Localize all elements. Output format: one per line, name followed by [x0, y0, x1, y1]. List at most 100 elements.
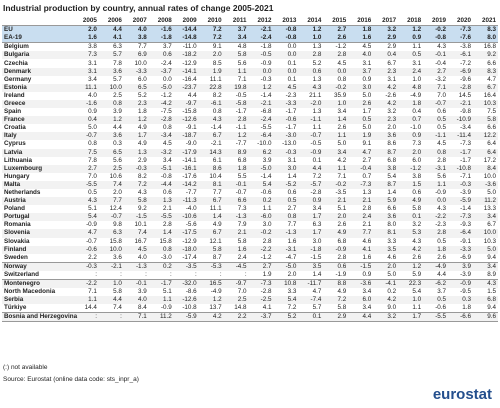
table-row: Latvia 7.5 6.5 1.3 -3.2 -17.9 14.3 8.9 6.2 -0.3 -0…	[2, 148, 498, 157]
cell: -3.7	[248, 312, 274, 323]
cell: 4.4	[298, 164, 324, 173]
row-label: Latvia	[2, 148, 74, 157]
cell: 5.1	[162, 288, 172, 296]
cell: 9.8	[113, 221, 122, 229]
cell: 7.5	[74, 148, 99, 157]
cell: 2.8	[223, 116, 249, 125]
cell: 10.3	[483, 237, 496, 245]
cell: 5.0	[362, 124, 372, 132]
cell: 2.6	[412, 253, 422, 261]
cell: -9.7	[223, 279, 249, 289]
cell: 1.1	[423, 180, 449, 189]
cell: 2.8	[437, 156, 447, 164]
cell: -1.7	[448, 148, 473, 157]
cell: 1.2	[398, 261, 424, 271]
table-row: Romania -0.9 9.8 10.1 2.8 -5.6 4.9 7.9 3.0 7.7 6.3…	[2, 221, 498, 229]
cell: -6.1	[198, 99, 224, 109]
cell: 0.8	[148, 245, 174, 254]
cell: -10.8	[448, 164, 473, 173]
cell: 0.8	[337, 75, 347, 83]
cell: 7.3	[74, 51, 99, 60]
cell: 5.7	[312, 304, 322, 312]
cell: 0.9	[362, 270, 372, 278]
cell: -18.7	[173, 132, 199, 141]
cell: -5.0	[273, 261, 299, 271]
cell: 2.5	[113, 91, 122, 99]
table-row: Poland 5.1 12.4 9.2 2.1 -4.0 11.1 7.3 1.1 2.7 3.4 5…	[2, 205, 498, 213]
cell: -5.5	[148, 213, 174, 222]
cell: 4.5	[162, 140, 172, 148]
cell: -1.1	[423, 132, 449, 141]
cell: 7.2	[323, 296, 349, 305]
cell: -4.9	[423, 261, 449, 271]
cell: 5.3	[398, 229, 424, 238]
cell: -3.2	[435, 75, 447, 83]
cell: 2.3	[123, 99, 149, 109]
cell: 4.0	[88, 91, 97, 99]
table-row: Greece -1.6 0.8 2.3 -4.2 -9.7 -6.1 -5.8 -2.1 -3.3…	[2, 99, 498, 109]
cell: -5.0	[248, 164, 274, 173]
column-header: 2015	[323, 17, 349, 27]
cell: -5.9	[173, 312, 199, 323]
cell: -0.7	[235, 189, 247, 197]
cell: -0.9	[260, 59, 272, 67]
cell: 1.2	[123, 116, 149, 125]
row-label: Serbia	[2, 296, 74, 305]
cell: -1.3	[223, 213, 249, 222]
cell: 6.6	[487, 124, 496, 132]
cell: -0.9	[448, 279, 473, 289]
cell: 6.1	[212, 156, 222, 164]
cell: 1.2	[98, 116, 124, 125]
cell: 3.9	[262, 156, 272, 164]
cell: 5.8	[412, 205, 422, 213]
cell: -1.2	[160, 91, 172, 99]
cell: 4.6	[362, 237, 372, 245]
column-header: 2017	[373, 17, 399, 27]
cell: 11.1	[209, 75, 222, 83]
cell: -0.3	[448, 180, 473, 189]
cell: 1.1	[262, 205, 272, 213]
cell: 10.0	[98, 83, 124, 92]
cell: -3.5	[335, 189, 347, 197]
cell: 4.3	[74, 197, 99, 206]
cell: -1.7	[460, 156, 471, 164]
cell: 1.0	[323, 99, 349, 109]
cell: -7.5	[160, 108, 172, 116]
cell: -0.2	[323, 83, 349, 92]
cell: -4.7	[285, 253, 297, 261]
cell: :	[170, 270, 172, 278]
cell: 1.4	[287, 172, 297, 180]
cell: -6.0	[248, 213, 274, 222]
table-row: Finland -0.6 10.0 4.5 0.8 -18.0 5.8 1.6 -2.2 -3.1…	[2, 245, 498, 254]
table-row: Croatia 5.0 4.4 4.9 0.8 -9.1 -1.4 -1.1 -5.5 -1.7 1…	[2, 124, 498, 132]
cell: -2.8	[260, 288, 272, 296]
cell: 1.1	[398, 42, 424, 52]
cell: -0.2	[323, 180, 349, 189]
cell: -2.1	[448, 99, 473, 109]
cell: 1.7	[362, 108, 372, 116]
table-row: Italy -0.7 3.6 1.7 -3.4 -18.7 6.7 1.2 -6.4 -3.0 -0…	[2, 132, 498, 141]
cell: -6.6	[448, 312, 473, 323]
cell: -14.1	[182, 156, 197, 164]
cell: -0.9	[160, 304, 172, 312]
cell: 0.9	[362, 75, 372, 83]
cell: 4.2	[373, 99, 399, 109]
cell: 2.0	[113, 189, 122, 197]
cell: -0.8	[273, 34, 299, 43]
cell: 6.3	[98, 42, 124, 52]
cell: 4.0	[138, 253, 147, 261]
cell: 7.2	[198, 25, 224, 35]
cell: 4.7	[348, 148, 374, 157]
cell: -4.2	[148, 99, 174, 109]
cell: 7.1	[423, 83, 449, 92]
table-row: Montenegro -2.2 1.0 -0.1 -1.7 -32.0 16.5 -9.7 -7…	[2, 279, 498, 289]
cell: -3.3	[273, 99, 299, 109]
cell: -3.8	[448, 42, 473, 52]
table-row: Slovenia 4.7 6.3 7.4 1.4 -17.5 6.7 2.1 -0.2 -1.3 1…	[2, 229, 498, 238]
cell: 3.2	[373, 312, 399, 323]
cell: 1.2	[298, 25, 324, 35]
cell: -9.5	[460, 288, 471, 296]
row-label: Bulgaria	[2, 51, 74, 60]
cell: 7.7	[123, 42, 149, 52]
cell: 6.0	[412, 156, 422, 164]
